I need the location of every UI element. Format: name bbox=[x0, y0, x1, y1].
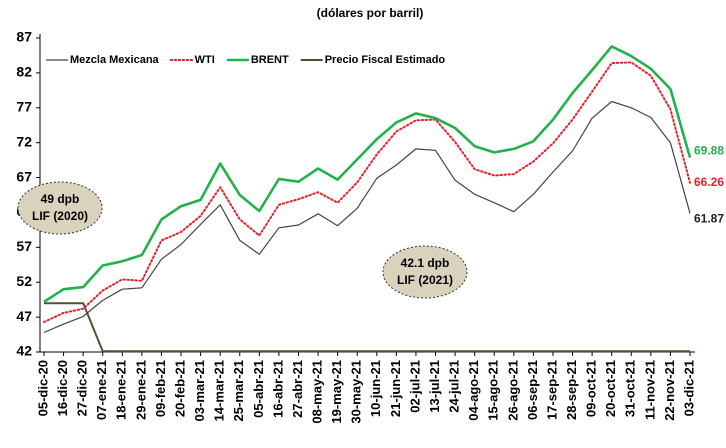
series-line bbox=[43, 45, 692, 303]
annotation-bubble bbox=[382, 245, 468, 299]
annotation-text: LIF (2021) bbox=[397, 273, 453, 287]
chart-subtitle: (dólares por barril) bbox=[317, 6, 424, 20]
y-tick-label: 72 bbox=[16, 133, 32, 149]
x-tick-label: 20-feb-21 bbox=[172, 360, 187, 417]
y-tick-label: 77 bbox=[16, 98, 32, 114]
x-tick-label: 17-sep-21 bbox=[544, 360, 559, 420]
legend-label: Mezcla Mexicana bbox=[70, 54, 160, 66]
series-line bbox=[44, 302, 690, 353]
legend-label: BRENT bbox=[251, 54, 289, 66]
x-tick-label: 22-nov-21 bbox=[662, 360, 677, 421]
x-tick-label: 27-dic-20 bbox=[75, 360, 90, 416]
x-tick-label: 09-oct-21 bbox=[584, 360, 599, 417]
x-tick-label: 20-oct-21 bbox=[603, 360, 618, 417]
x-tick-label: 09-feb-21 bbox=[153, 360, 168, 417]
x-tick-label: 30-may-21 bbox=[349, 360, 364, 424]
x-tick-label: 03-mar-21 bbox=[192, 360, 207, 421]
x-tick-label: 05-dic-20 bbox=[35, 360, 50, 416]
x-tick-label: 11-nov-21 bbox=[642, 360, 657, 420]
series-line bbox=[43, 61, 691, 323]
x-tick-label: 15-ago-21 bbox=[486, 360, 501, 421]
y-tick-label: 57 bbox=[16, 238, 32, 254]
x-tick-label: 05-abr-21 bbox=[251, 360, 266, 418]
data-label: 66.26 bbox=[694, 175, 724, 189]
x-tick-label: 25-mar-21 bbox=[231, 360, 246, 421]
x-tick-label: 31-oct-21 bbox=[623, 360, 638, 417]
y-tick-label: 82 bbox=[16, 64, 32, 80]
x-tick-label: 08-may-21 bbox=[309, 360, 324, 424]
x-tick-label: 21-jun-21 bbox=[388, 360, 403, 417]
y-tick-label: 42 bbox=[16, 343, 32, 359]
x-tick-label: 26-ago-21 bbox=[505, 360, 520, 421]
x-tick-label: 06-sep-21 bbox=[525, 360, 540, 420]
annotation-text: 49 dpb bbox=[41, 192, 80, 206]
y-tick-label: 87 bbox=[16, 29, 32, 45]
x-tick-label: 28-sep-21 bbox=[564, 360, 579, 420]
x-tick-label: 07-ene-21 bbox=[94, 360, 109, 420]
x-tick-label: 18-ene-21 bbox=[114, 360, 129, 420]
legend-label: WTI bbox=[195, 54, 215, 66]
annotation-text: LIF (2020) bbox=[32, 209, 88, 223]
x-tick-label: 14-mar-21 bbox=[212, 360, 227, 421]
x-tick-label: 16-dic-20 bbox=[55, 360, 70, 416]
x-tick-label: 04-ago-21 bbox=[466, 360, 481, 421]
y-tick-label: 47 bbox=[16, 308, 32, 324]
x-tick-label: 03-dic-21 bbox=[681, 360, 696, 416]
annotation-text: 42.1 dpb bbox=[401, 256, 450, 270]
x-tick-label: 02-jul-21 bbox=[407, 360, 422, 413]
x-tick-label: 24-jul-21 bbox=[447, 360, 462, 413]
x-tick-label: 29-ene-21 bbox=[133, 360, 148, 420]
x-tick-label: 16-abr-21 bbox=[270, 360, 285, 418]
data-label: 61.87 bbox=[694, 212, 724, 226]
x-tick-label: 27-abr-21 bbox=[290, 360, 305, 418]
y-tick-label: 52 bbox=[16, 273, 32, 289]
legend-label: Precio Fiscal Estimado bbox=[325, 54, 446, 66]
x-tick-label: 13-jul-21 bbox=[427, 360, 442, 413]
series-line bbox=[43, 100, 691, 334]
y-tick-label: 67 bbox=[16, 168, 32, 184]
data-label: 69.88 bbox=[694, 144, 724, 158]
x-tick-label: 19-may-21 bbox=[329, 360, 344, 424]
x-tick-label: 10-jun-21 bbox=[368, 360, 383, 417]
annotation-bubble bbox=[17, 181, 103, 235]
